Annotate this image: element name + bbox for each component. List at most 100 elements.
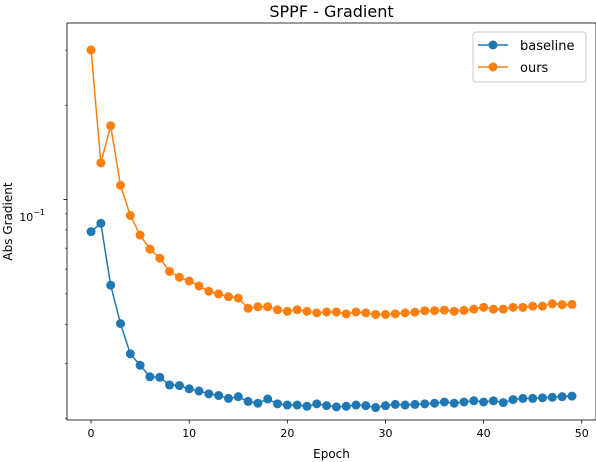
data-point-baseline <box>459 397 469 407</box>
legend-label-baseline: baseline <box>520 39 574 54</box>
data-point-ours <box>155 253 165 263</box>
data-point-ours <box>430 306 440 316</box>
data-point-ours <box>233 293 243 303</box>
data-point-baseline <box>351 400 361 410</box>
data-point-ours <box>508 302 518 312</box>
data-point-ours <box>145 244 155 254</box>
x-tick-label: 10 <box>182 427 196 440</box>
legend: baseline ours <box>472 31 587 83</box>
data-point-ours <box>557 300 567 310</box>
y-tick-label-major: 10−1 <box>19 208 45 224</box>
data-point-ours <box>331 307 341 317</box>
data-point-baseline <box>528 393 538 403</box>
data-point-baseline <box>223 393 233 403</box>
data-point-baseline <box>322 401 332 411</box>
data-point-baseline <box>292 400 302 410</box>
data-point-ours <box>351 307 361 317</box>
data-point-ours <box>282 306 292 316</box>
data-point-ours <box>86 45 96 55</box>
x-axis-label: Epoch <box>313 447 350 461</box>
data-point-ours <box>194 281 204 291</box>
data-point-baseline <box>174 381 184 391</box>
data-point-ours <box>479 302 489 312</box>
data-point-baseline <box>449 398 459 408</box>
data-point-baseline <box>361 401 371 411</box>
data-point-baseline <box>371 403 381 413</box>
data-point-ours <box>459 305 469 315</box>
series-line-ours <box>90 49 572 316</box>
data-point-ours <box>322 307 332 317</box>
data-point-ours <box>449 306 459 316</box>
data-point-baseline <box>253 398 263 408</box>
legend-label-ours: ours <box>520 61 549 76</box>
data-point-ours <box>204 286 214 296</box>
data-point-baseline <box>263 394 273 404</box>
data-point-baseline <box>430 398 440 408</box>
data-point-baseline <box>96 218 106 228</box>
data-point-baseline <box>557 392 567 402</box>
data-point-baseline <box>282 400 292 410</box>
data-point-baseline <box>547 392 557 402</box>
data-point-baseline <box>469 396 479 406</box>
data-point-baseline <box>233 392 243 402</box>
x-tick-label: 40 <box>477 427 491 440</box>
data-point-baseline <box>498 398 508 408</box>
data-point-baseline <box>400 400 410 410</box>
data-point-baseline <box>312 399 322 409</box>
data-point-ours <box>184 276 194 286</box>
data-point-ours <box>518 302 528 312</box>
x-tick-label: 20 <box>280 427 294 440</box>
data-point-ours <box>371 309 381 319</box>
data-point-baseline <box>331 402 341 412</box>
data-point-ours <box>547 299 557 309</box>
data-point-ours <box>253 302 263 312</box>
plot-frame <box>66 22 596 421</box>
data-point-ours <box>390 309 400 319</box>
axes-layer: 0 10 20 30 40 50 <box>63 22 596 440</box>
data-point-ours <box>263 302 273 312</box>
data-point-ours <box>273 305 283 315</box>
data-point-ours <box>214 289 224 299</box>
data-point-ours <box>96 158 106 168</box>
data-point-baseline <box>214 391 224 401</box>
data-point-baseline <box>488 396 498 406</box>
data-point-baseline <box>390 399 400 409</box>
data-point-ours <box>380 309 390 319</box>
data-point-ours <box>439 305 449 315</box>
data-point-ours <box>538 301 548 311</box>
data-point-ours <box>243 303 253 313</box>
data-point-baseline <box>115 319 125 329</box>
data-point-baseline <box>508 395 518 405</box>
data-point-baseline <box>518 393 528 403</box>
data-point-baseline <box>567 391 577 401</box>
data-point-baseline <box>420 399 430 409</box>
data-point-ours <box>115 180 125 190</box>
x-tick-label: 50 <box>575 427 589 440</box>
chart-title: SPPF - Gradient <box>269 2 393 21</box>
data-point-ours <box>341 309 351 319</box>
data-point-baseline <box>479 397 489 407</box>
data-point-ours <box>174 272 184 282</box>
data-point-ours <box>410 307 420 317</box>
y-tick-label-exponent: −1 <box>33 208 45 217</box>
x-tick-label: 30 <box>378 427 392 440</box>
legend-marker-baseline <box>488 40 498 50</box>
data-point-baseline <box>194 386 204 396</box>
y-tick-label-base: 10 <box>19 211 33 224</box>
data-point-baseline <box>125 349 135 359</box>
y-axis-label: Abs Gradient <box>1 182 15 260</box>
data-point-baseline <box>410 399 420 409</box>
data-point-ours <box>488 304 498 314</box>
data-point-ours <box>292 305 302 315</box>
data-point-ours <box>400 308 410 318</box>
data-point-baseline <box>341 401 351 411</box>
data-point-ours <box>106 121 116 131</box>
data-point-baseline <box>155 372 165 382</box>
data-point-baseline <box>165 380 175 390</box>
data-point-ours <box>165 266 175 276</box>
data-point-ours <box>361 308 371 318</box>
data-point-baseline <box>145 372 155 382</box>
data-point-baseline <box>86 227 96 237</box>
data-point-baseline <box>273 399 283 409</box>
